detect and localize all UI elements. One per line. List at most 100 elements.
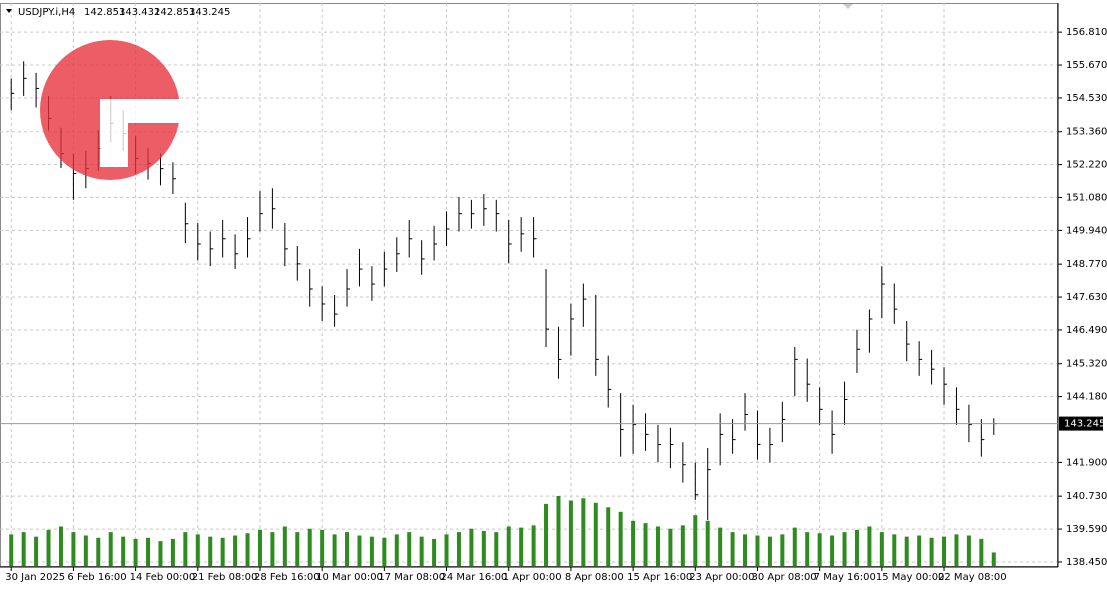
logo	[40, 40, 182, 180]
x-tick-label: 23 Apr 00:00	[689, 572, 754, 583]
y-tick-label: 148.770	[1066, 259, 1107, 270]
volume-bar	[456, 532, 461, 566]
symbol-title: USDJPY.i,H4	[18, 7, 75, 18]
y-tick-label: 147.630	[1066, 292, 1107, 303]
volume-bar	[817, 533, 822, 566]
volume-bar	[245, 533, 250, 566]
volume-bar	[170, 538, 175, 566]
volume-bar	[58, 526, 63, 566]
volume-bar	[618, 511, 623, 566]
volume-bar	[780, 534, 785, 566]
volume-bar	[270, 532, 275, 566]
volume-bar	[693, 515, 698, 566]
x-tick-label: 21 Feb 08:00	[192, 572, 258, 583]
volume-bar	[282, 526, 287, 566]
volume-bar	[369, 536, 374, 566]
volume-bar	[382, 537, 387, 566]
x-tick-label: 14 Feb 00:00	[130, 572, 196, 583]
volume-bar	[108, 532, 113, 566]
volume-bar	[394, 534, 399, 566]
header-value: 142.853	[154, 7, 195, 18]
volume-bar	[631, 520, 636, 566]
volume-bar	[830, 535, 835, 566]
y-tick-label: 155.670	[1066, 60, 1107, 71]
volume-bar	[195, 534, 200, 566]
last-price-label: 143.245	[1064, 419, 1105, 430]
header-value: 142.853	[84, 7, 125, 18]
x-tick-label: 22 May 08:00	[938, 572, 1007, 583]
volume-bar	[743, 534, 748, 566]
volume-bar	[121, 536, 126, 566]
logo-cut	[150, 99, 182, 123]
volume-bar	[96, 537, 101, 566]
volume-bar	[481, 531, 486, 566]
volume-bar	[544, 503, 549, 566]
x-tick-label: 28 Feb 16:00	[254, 572, 320, 583]
volume-bar	[220, 537, 225, 566]
volume-bar	[568, 500, 573, 566]
y-tick-label: 151.080	[1066, 192, 1107, 203]
volume-bar	[805, 532, 810, 566]
y-tick-label: 139.590	[1066, 524, 1107, 535]
volume-bar	[208, 536, 213, 566]
volume-bar	[655, 526, 660, 566]
y-tick-label: 153.360	[1066, 127, 1107, 138]
volume-bar	[71, 532, 76, 566]
x-tick-label: 6 Feb 16:00	[67, 572, 126, 583]
volume-bar	[643, 523, 648, 566]
volume-bar	[581, 498, 586, 566]
y-tick-label: 156.810	[1066, 27, 1107, 38]
y-tick-label: 138.450	[1066, 557, 1107, 568]
x-tick-label: 15 May 00:00	[876, 572, 945, 583]
y-tick-label: 152.220	[1066, 160, 1107, 171]
volume-bar	[879, 532, 884, 566]
volume-bar	[668, 528, 673, 566]
volume-bar	[730, 532, 735, 566]
volume-bar	[892, 534, 897, 566]
volume-bar	[183, 532, 188, 566]
y-tick-label: 140.730	[1066, 491, 1107, 502]
volume-bar	[954, 534, 959, 566]
volume-bar	[705, 520, 710, 566]
volume-bar	[680, 525, 685, 566]
volume-bar	[767, 536, 772, 566]
logo-cut	[100, 99, 128, 167]
volume-bar	[233, 535, 238, 566]
volume-bar	[419, 536, 424, 566]
y-tick-label: 141.900	[1066, 457, 1107, 468]
volume-bar	[444, 534, 449, 566]
volume-bar	[519, 527, 524, 566]
y-tick-label: 146.490	[1066, 325, 1107, 336]
volume-bar	[21, 532, 26, 566]
volume-bar	[531, 525, 536, 566]
x-tick-label: 30 Jan 2025	[5, 572, 65, 583]
volume-bar	[942, 536, 947, 566]
volume-bar	[146, 537, 151, 566]
volume-bar	[158, 541, 163, 566]
last-price-box	[1059, 416, 1103, 431]
shift-marker	[843, 4, 853, 9]
y-tick-label: 149.940	[1066, 225, 1107, 236]
volume-bar	[357, 535, 362, 566]
header-value: 143.432	[119, 7, 160, 18]
header-arrow	[6, 9, 12, 13]
x-tick-label: 30 Apr 08:00	[751, 572, 816, 583]
volume-bar	[904, 536, 909, 566]
x-tick-label: 24 Mar 16:00	[441, 572, 508, 583]
y-tick-label: 154.530	[1066, 93, 1107, 104]
grid	[0, 3, 1058, 566]
volume-bar	[494, 532, 499, 566]
volume-bar	[320, 529, 325, 566]
volume-bar	[979, 538, 984, 566]
x-tick-label: 15 Apr 16:00	[627, 572, 692, 583]
volume-bar	[917, 535, 922, 566]
volume-bar	[792, 527, 797, 566]
volume-bar	[593, 502, 598, 566]
x-tick-label: 10 Mar 00:00	[316, 572, 383, 583]
marks	[9, 61, 997, 566]
volume-bar	[842, 532, 847, 566]
volume-bar	[432, 538, 437, 566]
volume-bar	[46, 529, 51, 566]
